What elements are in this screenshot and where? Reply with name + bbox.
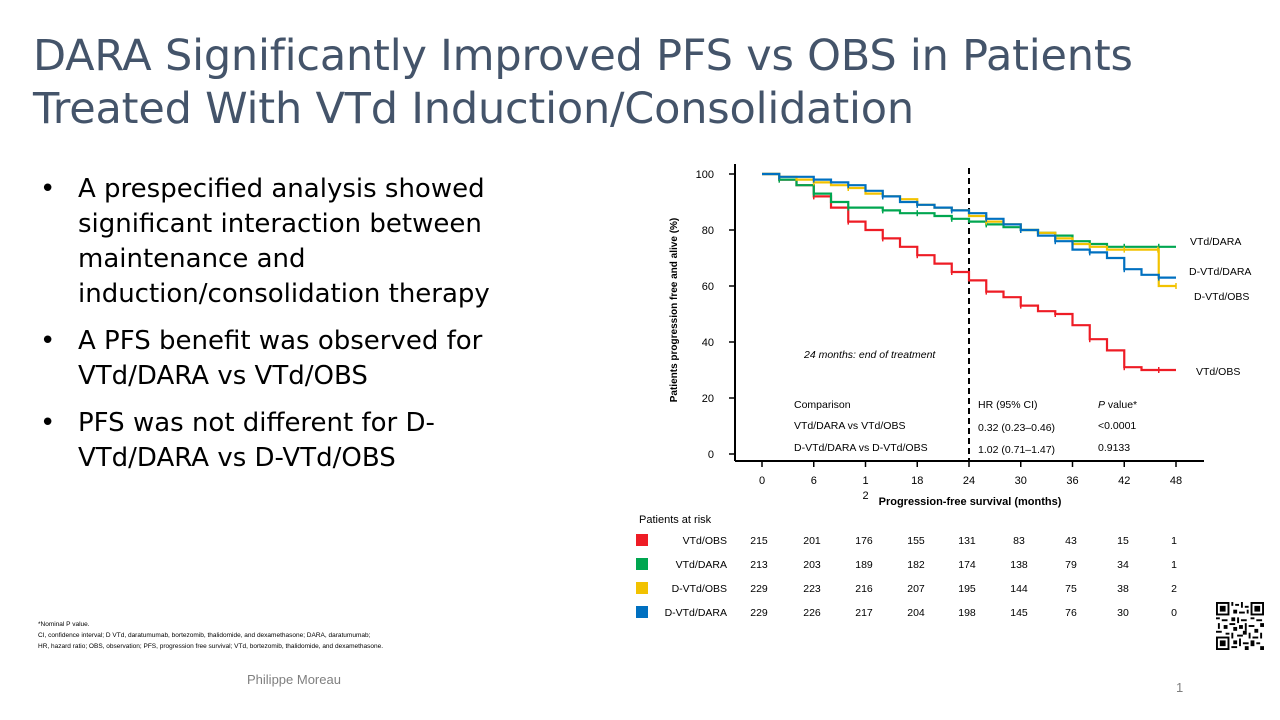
y-tick-label: 100 (696, 169, 714, 181)
x-tick-label: 6 (811, 475, 817, 487)
at-risk-value: 174 (958, 559, 976, 571)
footnote-line: *Nominal P value. (38, 621, 90, 628)
at-risk-value: 138 (1010, 559, 1028, 571)
x-tick-label: 48 (1170, 475, 1182, 487)
at-risk-value: 15 (1117, 535, 1129, 547)
at-risk-value: 83 (1013, 535, 1025, 547)
qr-code-icon[interactable] (1216, 602, 1264, 650)
series-label: D-VTd/DARA (1189, 266, 1251, 278)
at-risk-value: 215 (750, 535, 768, 547)
slide-title: DARA Significantly Improved PFS vs OBS i… (33, 30, 1233, 136)
x-tick-label: 42 (1118, 475, 1130, 487)
comparison-row-hr: 0.32 (0.23–0.46) (978, 422, 1055, 434)
at-risk-value: 204 (907, 607, 925, 619)
y-tick-label: 80 (702, 225, 714, 237)
slide-title-line2: Treated With VTd Induction/Consolidation (33, 84, 914, 134)
pvalue-header: P value* (1098, 399, 1137, 411)
bullet-item: A prespecified analysis showed significa… (40, 172, 540, 312)
footnote-line: HR, hazard ratio; OBS, observation; PFS,… (38, 643, 384, 650)
series-label: VTd/OBS (1196, 366, 1240, 378)
at-risk-value: 1 (1171, 559, 1177, 571)
at-risk-row-label: VTd/DARA (676, 559, 727, 571)
bullet-item: PFS was not different for D-VTd/DARA vs … (40, 406, 540, 476)
at-risk-value: 203 (803, 559, 821, 571)
footnotes: *Nominal P value. CI, confidence interva… (38, 619, 558, 652)
at-risk-value: 2 (1171, 583, 1177, 595)
at-risk-value: 195 (958, 583, 976, 595)
x-tick-label: 30 (1015, 475, 1027, 487)
comparison-header: Comparison (794, 399, 851, 411)
at-risk-value: 198 (958, 607, 976, 619)
annotation-text: 24 months: end of treatment (803, 349, 936, 361)
legend-swatch (636, 606, 648, 618)
at-risk-value: 76 (1065, 607, 1077, 619)
x-tick-label: 0 (759, 475, 765, 487)
at-risk-value: 189 (855, 559, 873, 571)
series-label: VTd/DARA (1190, 236, 1241, 248)
comparison-row-pvalue: 0.9133 (1098, 442, 1130, 454)
at-risk-value: 213 (750, 559, 768, 571)
at-risk-value: 38 (1117, 583, 1129, 595)
bullet-item: A PFS benefit was observed for VTd/DARA … (40, 324, 540, 394)
series-label: D-VTd/OBS (1194, 291, 1249, 303)
km-curve-d-vtd-dara (762, 172, 1176, 279)
at-risk-value: 216 (855, 583, 873, 595)
comparison-row-label: VTd/DARA vs VTd/OBS (794, 420, 905, 432)
at-risk-value: 229 (750, 583, 768, 595)
x-axis-title: Progression-free survival (months) (879, 496, 1062, 508)
at-risk-value: 201 (803, 535, 821, 547)
comparison-row-label: D-VTd/DARA vs D-VTd/OBS (794, 442, 928, 454)
at-risk-value: 34 (1117, 559, 1129, 571)
legend-swatch (636, 534, 648, 546)
at-risk-value: 229 (750, 607, 768, 619)
at-risk-value: 30 (1117, 607, 1129, 619)
at-risk-value: 79 (1065, 559, 1077, 571)
km-curve-vtd-obs (762, 172, 1176, 372)
x-tick-label: 24 (963, 475, 975, 487)
at-risk-value: 145 (1010, 607, 1028, 619)
x-tick-label: 18 (911, 475, 923, 487)
y-tick-label: 0 (708, 449, 714, 461)
at-risk-value: 155 (907, 535, 925, 547)
slide-title-line1: DARA Significantly Improved PFS vs OBS i… (33, 31, 1133, 81)
at-risk-row-label: D-VTd/OBS (672, 583, 727, 595)
at-risk-value: 176 (855, 535, 873, 547)
at-risk-value: 226 (803, 607, 821, 619)
y-axis-title: Patients progression free and alive (%) (669, 218, 680, 403)
presenter-name: Philippe Moreau (247, 672, 341, 687)
at-risk-value: 207 (907, 583, 925, 595)
comparison-row-pvalue: <0.0001 (1098, 420, 1136, 432)
at-risk-value: 182 (907, 559, 925, 571)
hr-header: HR (95% CI) (978, 399, 1038, 411)
y-tick-label: 60 (702, 281, 714, 293)
at-risk-value: 223 (803, 583, 821, 595)
at-risk-title: Patients at risk (639, 514, 712, 526)
at-risk-row-label: VTd/OBS (683, 535, 727, 547)
at-risk-value: 1 (1171, 535, 1177, 547)
x-tick-label: 36 (1066, 475, 1078, 487)
legend-swatch (636, 582, 648, 594)
at-risk-row-label: D-VTd/DARA (665, 607, 727, 619)
y-tick-label: 20 (702, 393, 714, 405)
at-risk-value: 43 (1065, 535, 1077, 547)
legend-swatch (636, 558, 648, 570)
footnote-line: CI, confidence interval; D VTd, daratumu… (38, 632, 371, 639)
at-risk-value: 75 (1065, 583, 1077, 595)
at-risk-value: 0 (1171, 607, 1177, 619)
y-tick-label: 40 (702, 337, 714, 349)
at-risk-value: 144 (1010, 583, 1028, 595)
page-number: 1 (1176, 680, 1184, 695)
comparison-row-hr: 1.02 (0.71–1.47) (978, 444, 1055, 456)
at-risk-value: 131 (958, 535, 976, 547)
at-risk-value: 217 (855, 607, 873, 619)
bullet-list: A prespecified analysis showed significa… (40, 172, 540, 488)
